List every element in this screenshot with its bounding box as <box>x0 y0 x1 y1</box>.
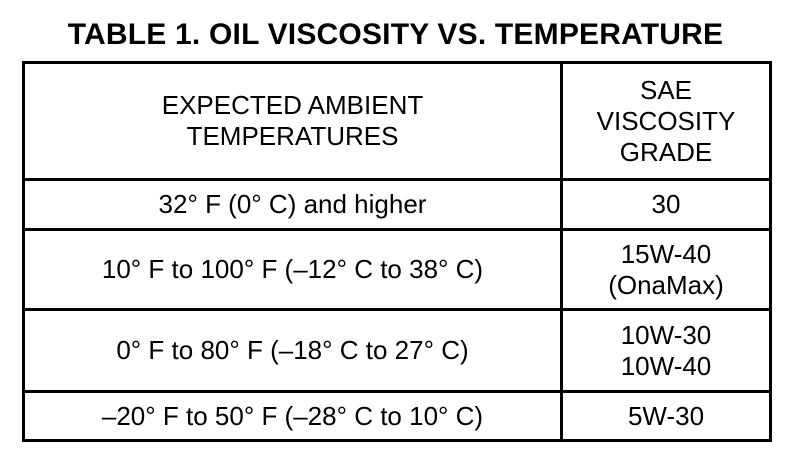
temperature-cell: –20° F to 50° F (–28° C to 10° C) <box>22 390 563 442</box>
header-col1-line: TEMPERATURES <box>186 121 399 151</box>
header-col2-line: GRADE <box>619 136 713 167</box>
grade-line: 10W-40 <box>620 350 712 381</box>
table-row: –20° F to 50° F (–28° C to 10° C) 5W-30 <box>22 390 772 442</box>
header-col2-line: VISCOSITY <box>596 105 736 136</box>
grade-cell: 5W-30 <box>560 390 772 442</box>
grade-line: 5W-30 <box>627 400 705 431</box>
header-expected-ambient-temperatures: EXPECTED AMBIENT TEMPERATURES <box>22 61 563 181</box>
grade-line: (OnaMax) <box>608 269 724 300</box>
header-col1-line: EXPECTED AMBIENT <box>161 90 424 120</box>
temperature-cell: 32° F (0° C) and higher <box>22 178 563 231</box>
table-row: 10° F to 100° F (–12° C to 38° C) 15W-40… <box>22 228 772 311</box>
oil-viscosity-table: EXPECTED AMBIENT TEMPERATURES SAE VISCOS… <box>22 61 772 442</box>
grade-line: 10W-30 <box>620 319 712 350</box>
grade-line: 15W-40 <box>620 238 712 269</box>
grade-cell: 15W-40 (OnaMax) <box>560 228 772 311</box>
table-title: TABLE 1. OIL VISCOSITY VS. TEMPERATURE <box>67 18 724 51</box>
table-header-row: EXPECTED AMBIENT TEMPERATURES SAE VISCOS… <box>22 61 772 181</box>
header-col2-line: SAE <box>639 74 693 105</box>
grade-line: 30 <box>651 189 681 219</box>
temperature-cell: 10° F to 100° F (–12° C to 38° C) <box>22 228 563 311</box>
table-row: 0° F to 80° F (–18° C to 27° C) 10W-30 1… <box>22 308 772 393</box>
grade-cell: 10W-30 10W-40 <box>560 308 772 393</box>
table-row: 32° F (0° C) and higher 30 <box>22 178 772 231</box>
grade-cell: 30 <box>560 178 772 231</box>
header-sae-viscosity-grade: SAE VISCOSITY GRADE <box>560 61 772 181</box>
temperature-cell: 0° F to 80° F (–18° C to 27° C) <box>22 308 563 393</box>
